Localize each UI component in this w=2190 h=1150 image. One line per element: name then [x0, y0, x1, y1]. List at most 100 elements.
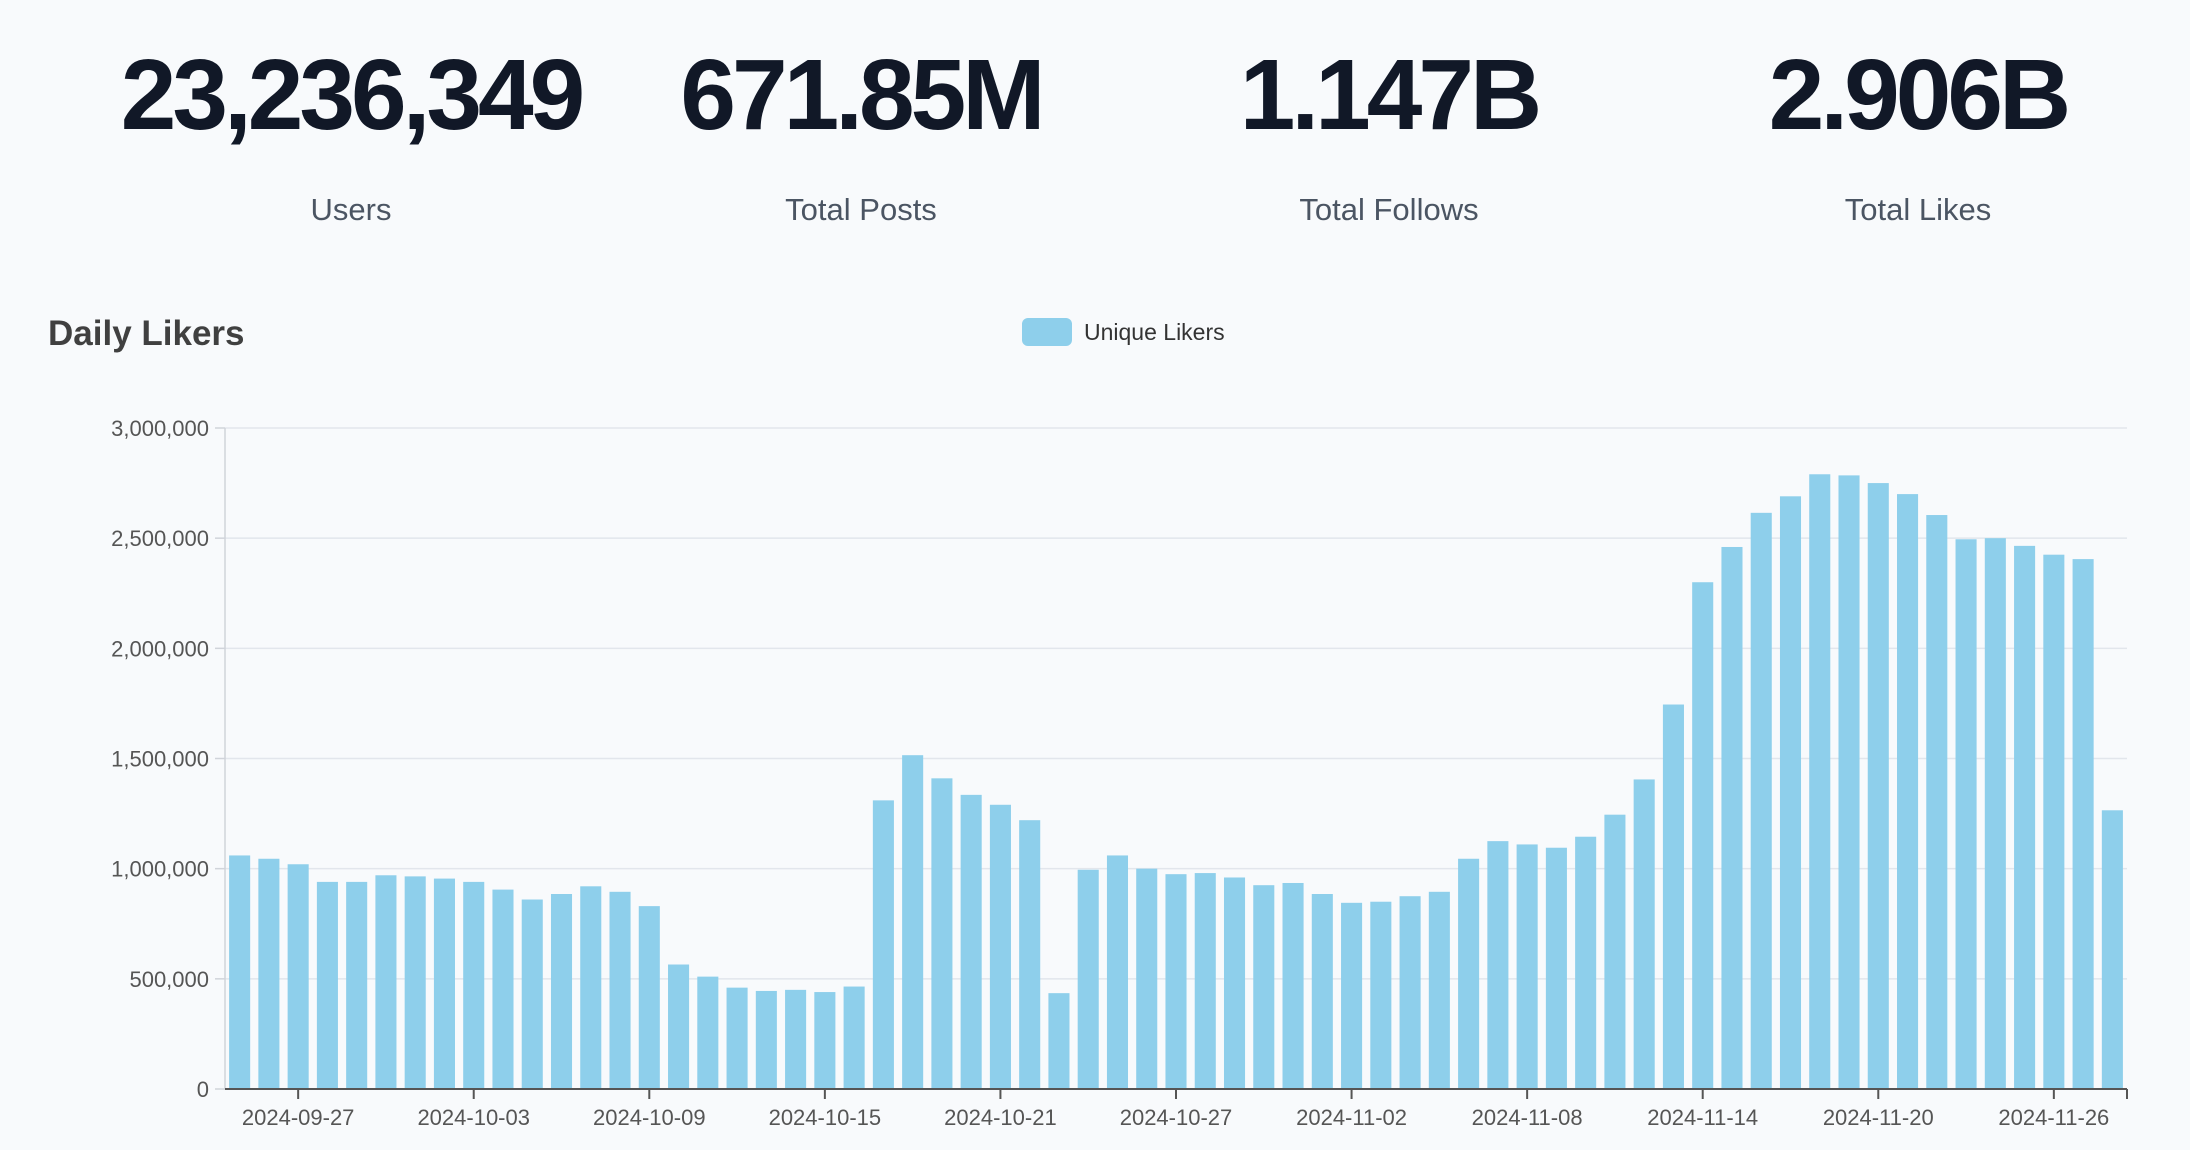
- x-tick-label: 2024-11-14: [1647, 1105, 1758, 1130]
- bar: [960, 794, 982, 1089]
- bar: [1428, 891, 1450, 1089]
- bar: [346, 881, 368, 1089]
- y-tick-label: 0: [197, 1077, 209, 1102]
- bar: [1458, 858, 1480, 1089]
- bar: [2043, 554, 2065, 1089]
- bar: [521, 899, 543, 1089]
- chart-title: Daily Likers: [48, 314, 245, 353]
- bar: [1545, 847, 1567, 1089]
- y-tick-label: 2,500,000: [111, 526, 209, 551]
- bar: [1487, 841, 1509, 1089]
- bar: [463, 881, 485, 1089]
- chart-legend[interactable]: Unique Likers: [1022, 318, 1225, 346]
- stat-follows-value: 1.147B: [1239, 39, 1542, 151]
- bar: [550, 894, 573, 1089]
- bar: [492, 889, 514, 1089]
- bar: [1165, 874, 1187, 1089]
- bar: [287, 864, 309, 1089]
- bar: [814, 992, 836, 1089]
- stat-likes-value: 2.906B: [1768, 39, 2071, 151]
- bar: [1048, 993, 1070, 1089]
- bar: [1633, 779, 1655, 1089]
- bar: [1984, 538, 2006, 1089]
- bar: [1779, 496, 1802, 1089]
- bar: [1926, 515, 1948, 1089]
- bar: [1370, 901, 1392, 1089]
- bar: [1516, 844, 1538, 1089]
- x-tick-label: 2024-10-09: [593, 1105, 706, 1130]
- x-tick-label: 2024-10-03: [417, 1105, 530, 1130]
- bar: [2072, 559, 2094, 1089]
- legend-label: Unique Likers: [1084, 318, 1225, 345]
- bar: [433, 878, 455, 1089]
- bar: [1311, 894, 1333, 1089]
- stat-follows: 1.147B Total Follows: [1239, 39, 1542, 228]
- bar: [2101, 810, 2123, 1089]
- bar: [258, 858, 280, 1089]
- stat-follows-label: Total Follows: [1299, 192, 1479, 227]
- stat-likes: 2.906B Total Likes: [1768, 39, 2071, 228]
- bar: [1604, 814, 1626, 1089]
- bar: [609, 891, 631, 1089]
- bar: [989, 804, 1011, 1089]
- bar: [1662, 704, 1684, 1089]
- stat-posts: 671.85M Total Posts: [680, 39, 1045, 228]
- stat-users-label: Users: [310, 192, 392, 227]
- bar: [1282, 882, 1304, 1089]
- x-tick-label: 2024-11-20: [1823, 1105, 1934, 1130]
- bar: [1750, 512, 1772, 1089]
- bar: [229, 855, 251, 1089]
- x-tick-label: 2024-10-15: [769, 1105, 882, 1130]
- bar: [2014, 545, 2036, 1089]
- bar: [872, 800, 894, 1089]
- stat-posts-label: Total Posts: [785, 192, 937, 227]
- bar: [1077, 869, 1099, 1089]
- bar: [1809, 474, 1831, 1089]
- bar: [1194, 873, 1216, 1089]
- bar: [1019, 820, 1041, 1089]
- y-tick-label: 1,000,000: [111, 857, 209, 882]
- bar: [1955, 539, 1977, 1089]
- bar: [1897, 494, 1919, 1090]
- bar: [931, 778, 953, 1089]
- x-tick-label: 2024-11-02: [1296, 1105, 1407, 1130]
- bar: [1136, 868, 1158, 1089]
- x-tick-label: 2024-09-27: [242, 1105, 355, 1130]
- bar: [726, 987, 748, 1089]
- bar: [316, 881, 338, 1089]
- stat-likes-label: Total Likes: [1844, 192, 1992, 227]
- bar: [1575, 836, 1597, 1089]
- bar: [843, 986, 865, 1089]
- bar: [638, 906, 660, 1089]
- bar: [785, 989, 807, 1089]
- bar: [697, 976, 719, 1089]
- stat-users-value: 23,236,349: [120, 39, 585, 151]
- x-tick-label: 2024-11-26: [1998, 1105, 2109, 1130]
- bar: [1106, 855, 1129, 1089]
- bar: [1399, 896, 1421, 1089]
- y-tick-label: 3,000,000: [111, 416, 209, 441]
- stat-posts-value: 671.85M: [680, 39, 1045, 151]
- bar: [755, 990, 777, 1089]
- y-tick-label: 1,500,000: [111, 747, 209, 772]
- bar: [1223, 877, 1246, 1089]
- bar: [1253, 885, 1275, 1089]
- bar: [375, 875, 397, 1089]
- x-tick-label: 2024-11-08: [1472, 1105, 1583, 1130]
- bar: [1867, 483, 1889, 1089]
- y-tick-label: 500,000: [129, 967, 209, 992]
- bar: [1721, 546, 1743, 1089]
- bar: [668, 964, 690, 1089]
- bar: [404, 876, 426, 1089]
- legend-swatch: [1022, 318, 1072, 346]
- bar: [1692, 582, 1714, 1089]
- x-tick-label: 2024-10-27: [1120, 1105, 1233, 1130]
- stat-users: 23,236,349 Users: [120, 39, 585, 228]
- y-tick-label: 2,000,000: [111, 636, 209, 661]
- bar: [580, 886, 602, 1089]
- x-tick-label: 2024-10-21: [944, 1105, 1057, 1130]
- bar: [902, 755, 924, 1089]
- bar: [1341, 902, 1363, 1089]
